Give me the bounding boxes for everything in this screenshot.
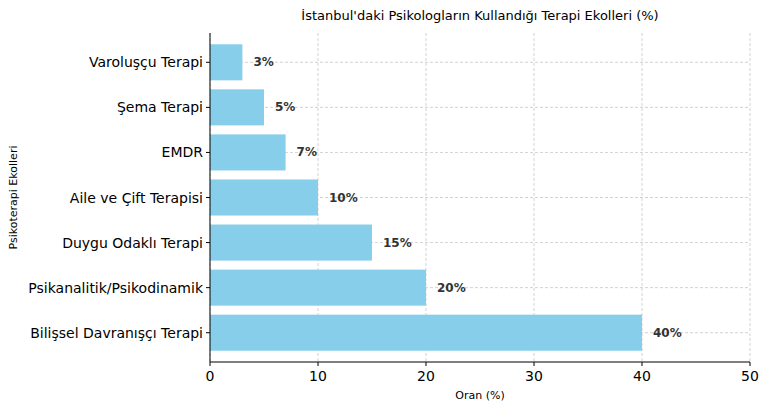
x-tick-label: 40 — [633, 368, 651, 384]
y-tick — [206, 287, 210, 288]
chart-svg: 40% 20% 15% 10% 7% 5% 3% 0 10 20 30 40 50 Bilişsel Da… — [0, 0, 768, 409]
data-label: 10% — [329, 191, 358, 205]
data-label: 15% — [383, 236, 412, 250]
y-tick — [206, 242, 210, 243]
axes: 0 10 20 30 40 50 Bilişsel Davranışçı Terapi Psi… — [28, 33, 759, 384]
bar — [210, 179, 318, 215]
bar — [210, 270, 426, 306]
x-tick — [426, 362, 427, 366]
y-tick — [206, 152, 210, 153]
x-tick-label: 30 — [525, 368, 543, 384]
data-label: 3% — [253, 55, 273, 69]
x-tick — [642, 362, 643, 366]
x-tick — [210, 362, 211, 366]
data-label: 7% — [297, 145, 317, 159]
grid-line-category — [210, 62, 750, 63]
y-tick — [206, 62, 210, 63]
bars — [210, 44, 642, 350]
grid — [210, 33, 750, 362]
title: İstanbul'daki Psikologların Kullandığı T… — [301, 8, 658, 23]
grid-line-category — [210, 152, 750, 153]
grid-line — [534, 33, 535, 362]
x-axis-line — [210, 362, 750, 363]
y-tick-label: Duygu Odaklı Terapi — [62, 235, 203, 251]
x-tick-label: 20 — [417, 368, 435, 384]
y-tick — [206, 197, 210, 198]
y-tick-label: Varoluşçu Terapi — [89, 54, 203, 70]
y-axis-label: Psikoterapi Ekolleri — [7, 146, 20, 250]
x-tick-label: 10 — [309, 368, 327, 384]
x-tick — [318, 362, 319, 366]
x-tick-label: 0 — [206, 368, 215, 384]
y-tick — [206, 332, 210, 333]
data-label: 5% — [275, 100, 295, 114]
x-tick — [534, 362, 535, 366]
bar — [210, 89, 264, 125]
data-label: 20% — [437, 281, 466, 295]
bar — [210, 44, 242, 80]
data-labels: 40% 20% 15% 10% 7% 5% 3% — [253, 55, 681, 339]
y-tick-label: Şema Terapi — [117, 99, 203, 115]
y-tick-label: Psikanalitik/Psikodinamik — [28, 280, 204, 296]
chart-container: 40% 20% 15% 10% 7% 5% 3% 0 10 20 30 40 50 Bilişsel Da… — [0, 0, 768, 409]
bar — [210, 134, 286, 170]
x-tick — [750, 362, 751, 366]
y-tick-label: Bilişsel Davranışçı Terapi — [30, 325, 203, 341]
data-label: 40% — [653, 326, 682, 340]
x-tick-label: 50 — [741, 368, 759, 384]
y-tick-label: Aile ve Çift Terapisi — [70, 190, 203, 206]
bar — [210, 225, 372, 261]
bar — [210, 315, 642, 351]
y-tick — [206, 107, 210, 108]
x-axis-label: Oran (%) — [455, 389, 504, 402]
y-tick-label: EMDR — [162, 144, 204, 160]
